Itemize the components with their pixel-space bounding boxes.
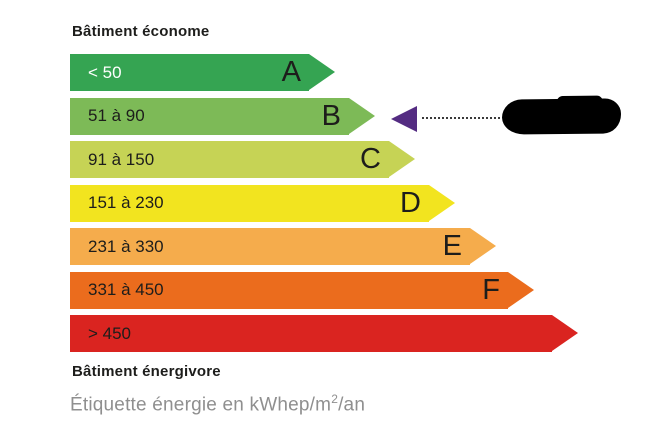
arrow-tip xyxy=(508,271,534,308)
economical-building-label: Bâtiment économe xyxy=(72,23,210,40)
chart-caption: Étiquette énergie en kWhep/m2/an xyxy=(70,392,365,416)
energy-bar-e: 231 à 330 E xyxy=(70,228,578,265)
class-letter: A xyxy=(281,56,301,88)
caption-exponent: 2 xyxy=(331,392,339,406)
bar-body: 231 à 330 E xyxy=(70,228,470,265)
arrow-tip xyxy=(309,54,335,90)
class-letter: C xyxy=(360,143,381,175)
energy-bar-b: 51 à 90 B xyxy=(70,97,578,135)
energy-intensive-building-label: Bâtiment énergivore xyxy=(72,363,221,380)
arrow-tip xyxy=(470,228,496,264)
left-arrow-indicator-icon xyxy=(391,106,417,132)
arrow-tip xyxy=(389,141,415,177)
energy-bar-g: > 450 xyxy=(70,315,578,352)
energy-bar-c: 91 à 150 C xyxy=(70,141,578,178)
range-label: 51 à 90 xyxy=(88,106,145,125)
arrow-tip xyxy=(349,97,375,134)
caption-suffix: /an xyxy=(338,394,366,416)
range-label: < 50 xyxy=(88,62,122,82)
energy-bar-d: 151 à 230 D xyxy=(70,184,578,222)
arrow-tip xyxy=(429,184,455,221)
class-letter: D xyxy=(400,186,421,219)
bar-body: < 50 A xyxy=(70,54,309,91)
bar-body: 91 à 150 C xyxy=(70,141,389,178)
range-label: 91 à 150 xyxy=(88,149,155,169)
class-letter: F xyxy=(482,273,500,306)
class-letter: B xyxy=(321,99,341,132)
range-label: > 450 xyxy=(88,323,132,343)
bar-body: 151 à 230 D xyxy=(70,184,429,222)
arrow-tip xyxy=(552,315,578,351)
redacted-value-blob xyxy=(501,98,622,135)
energy-class-bars: < 50 A 51 à 90 B 91 à 150 C 151 à 230 D xyxy=(70,54,578,352)
range-label: 231 à 330 xyxy=(88,236,164,256)
bar-body: > 450 xyxy=(70,315,552,352)
class-letter: E xyxy=(442,230,462,262)
energy-bar-a: < 50 A xyxy=(70,54,578,91)
bar-body: 331 à 450 F xyxy=(70,271,508,309)
range-label: 331 à 450 xyxy=(88,280,164,299)
dotted-connector-line xyxy=(422,117,500,119)
range-label: 151 à 230 xyxy=(88,193,164,212)
energy-bar-f: 331 à 450 F xyxy=(70,271,578,309)
bar-body: 51 à 90 B xyxy=(70,97,349,135)
caption-prefix: Étiquette énergie en kWhep/m xyxy=(70,394,332,416)
